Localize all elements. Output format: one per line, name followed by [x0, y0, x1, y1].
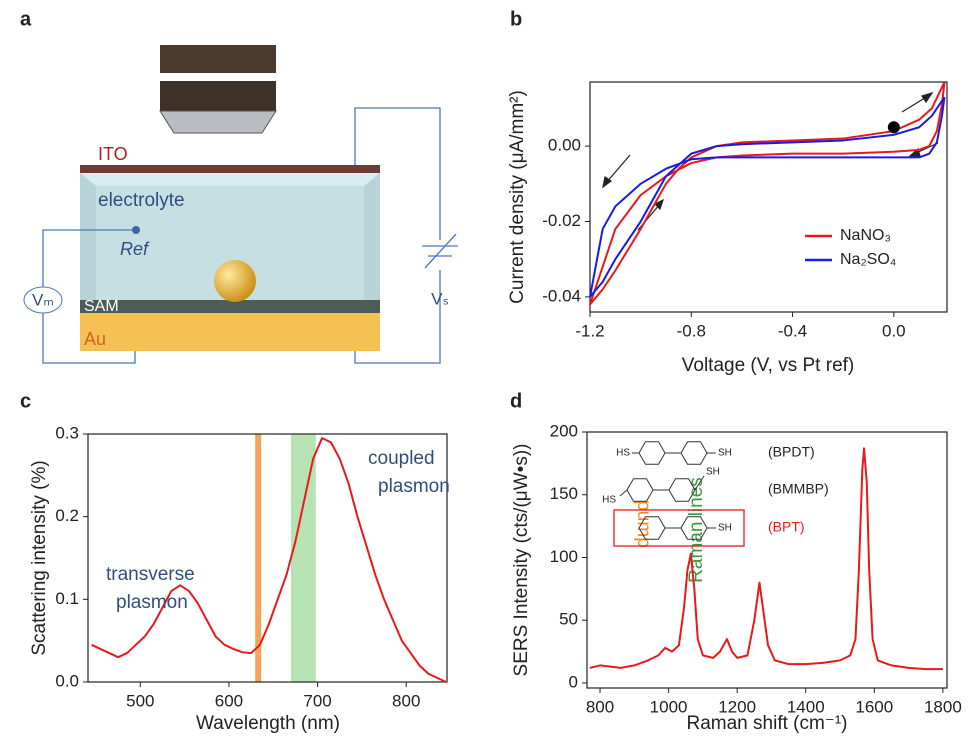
electrolyte-label: electrolyte — [98, 190, 185, 211]
x-tick-label: 600 — [215, 691, 243, 710]
y-tick-label: 0.1 — [55, 589, 79, 608]
ito-layer — [80, 165, 380, 173]
panel-label: c — [20, 390, 31, 412]
ring — [638, 441, 666, 465]
atom-label: SH — [718, 523, 732, 534]
x-axis-label: Wavelength (nm) — [196, 713, 340, 734]
data-line — [589, 96, 946, 298]
sam-layer — [80, 300, 380, 313]
y-tick-label: 0 — [569, 672, 578, 691]
box-edge — [80, 173, 380, 186]
box-edge — [80, 173, 96, 300]
bond — [619, 489, 628, 497]
y-axis-label: Scattering intensity (%) — [29, 460, 50, 655]
x-tick-label: -0.4 — [778, 321, 807, 340]
plot-frame — [589, 81, 948, 313]
ring — [638, 516, 666, 540]
molecule-label: (BPDT) — [768, 444, 815, 460]
x-tick-label: 1400 — [787, 697, 825, 716]
voltmeter — [23, 286, 63, 314]
ref-label: Ref — [120, 239, 150, 259]
au-label: Au — [84, 329, 106, 349]
y-tick-label: -0.02 — [542, 211, 581, 230]
sam-label: SAM — [84, 298, 119, 315]
ref-electrode — [132, 226, 140, 234]
x-tick-label: 500 — [126, 691, 154, 710]
annotation: plasmon — [116, 592, 188, 613]
x-tick-label: 1800 — [924, 697, 962, 716]
ring — [680, 441, 708, 465]
plot-frame — [87, 433, 448, 683]
y-tick-label: -0.04 — [542, 286, 581, 305]
objective-lens — [159, 110, 277, 134]
raman-band — [290, 434, 316, 682]
annotation: Raman lines — [686, 477, 707, 583]
sweep-arrows — [602, 91, 939, 231]
objective-mid — [160, 81, 276, 111]
y-axis-label: Current density (μA/mm²) — [507, 90, 528, 304]
y-tick-label: 150 — [550, 484, 578, 503]
vm-label: Vₘ — [32, 290, 54, 309]
annotation: pump — [633, 500, 654, 548]
molecule-label: (BPT) — [768, 519, 805, 535]
atom-label: SH — [706, 467, 720, 478]
data-line — [91, 437, 447, 683]
x-axis-label: Raman shift (cm⁻¹) — [687, 713, 848, 734]
ito-label: ITO — [98, 144, 128, 164]
x-tick-label: 1200 — [718, 697, 756, 716]
vs-label: Vₛ — [431, 289, 449, 308]
bond — [694, 475, 705, 491]
ring — [626, 478, 654, 502]
molecule-label: (BMMBP) — [768, 481, 829, 497]
y-tick-label: 50 — [559, 610, 578, 629]
x-tick-label: 700 — [303, 691, 331, 710]
y-tick-label: 0.00 — [548, 136, 581, 155]
data-line — [589, 81, 946, 306]
legend-label: Na₂SO₄ — [840, 251, 896, 268]
atom-label: SH — [718, 448, 732, 459]
panel-label: a — [20, 8, 32, 30]
atom-label: HS — [602, 495, 616, 506]
y-tick-label: 0.0 — [55, 671, 79, 690]
x-tick-label: 0.0 — [882, 321, 906, 340]
highlight-box — [613, 509, 745, 547]
y-tick-label: 100 — [550, 547, 578, 566]
x-tick-label: -0.8 — [677, 321, 706, 340]
annotation: coupled — [368, 448, 435, 469]
x-tick-label: 1000 — [650, 697, 688, 716]
x-tick-label: 800 — [586, 697, 614, 716]
box-edge — [364, 173, 380, 300]
objective-top — [160, 45, 276, 73]
panel-label: b — [510, 8, 522, 30]
nanoparticle — [214, 260, 256, 302]
data-line — [589, 447, 943, 671]
x-tick-label: 800 — [392, 691, 420, 710]
pump-line — [255, 434, 262, 682]
wires — [42, 107, 458, 364]
annotation: transverse — [106, 564, 195, 585]
annotation: plasmon — [378, 476, 450, 497]
legend-label: NaNO₃ — [840, 227, 891, 244]
y-tick-label: 0.2 — [55, 506, 79, 525]
setup-diagram: ITO electrolyte Ref SAM Au Vₘ Vₛ — [23, 45, 458, 364]
panel-label: d — [510, 390, 522, 412]
plot-frame — [586, 431, 948, 689]
atom-label: HS — [616, 448, 630, 459]
x-axis-label: Voltage (V, vs Pt ref) — [682, 355, 855, 376]
objective-band — [160, 73, 276, 81]
y-axis-label: SERS Intensity (cts/(μW•s)) — [511, 444, 532, 677]
x-tick-label: 1600 — [855, 697, 893, 716]
y-tick-label: 200 — [550, 421, 578, 440]
au-layer — [80, 313, 380, 351]
y-tick-label: 0.3 — [55, 423, 79, 442]
state-marker — [887, 121, 900, 134]
x-tick-label: -1.2 — [575, 321, 604, 340]
